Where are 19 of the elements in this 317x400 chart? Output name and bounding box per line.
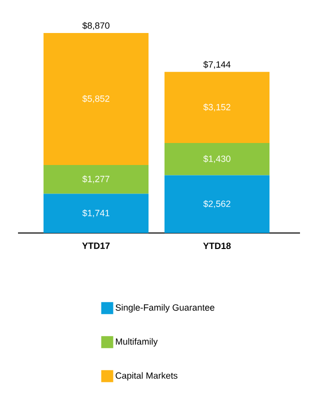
data-label: $1,741	[82, 209, 110, 218]
data-label: $5,852	[82, 95, 110, 103]
bar	[44, 33, 149, 165]
data-label: $1,277	[82, 175, 110, 184]
total-label: $8,870	[82, 22, 110, 30]
x-tick-label: YTD18	[203, 242, 231, 250]
legend-label: Single-Family Guarantee	[116, 304, 214, 312]
legend-label: Capital Markets	[116, 372, 178, 381]
bar	[164, 142, 270, 176]
data-label: $2,562	[203, 200, 230, 208]
legend-label: Multifamily	[116, 338, 158, 347]
bar	[44, 194, 149, 233]
bar	[164, 175, 270, 233]
data-label: $3,152	[203, 104, 230, 112]
x-tick-label: YTD17	[82, 242, 110, 249]
bar	[164, 72, 270, 143]
total-label: $7,144	[203, 60, 230, 69]
data-label: $1,430	[203, 155, 230, 164]
bar	[44, 164, 149, 194]
